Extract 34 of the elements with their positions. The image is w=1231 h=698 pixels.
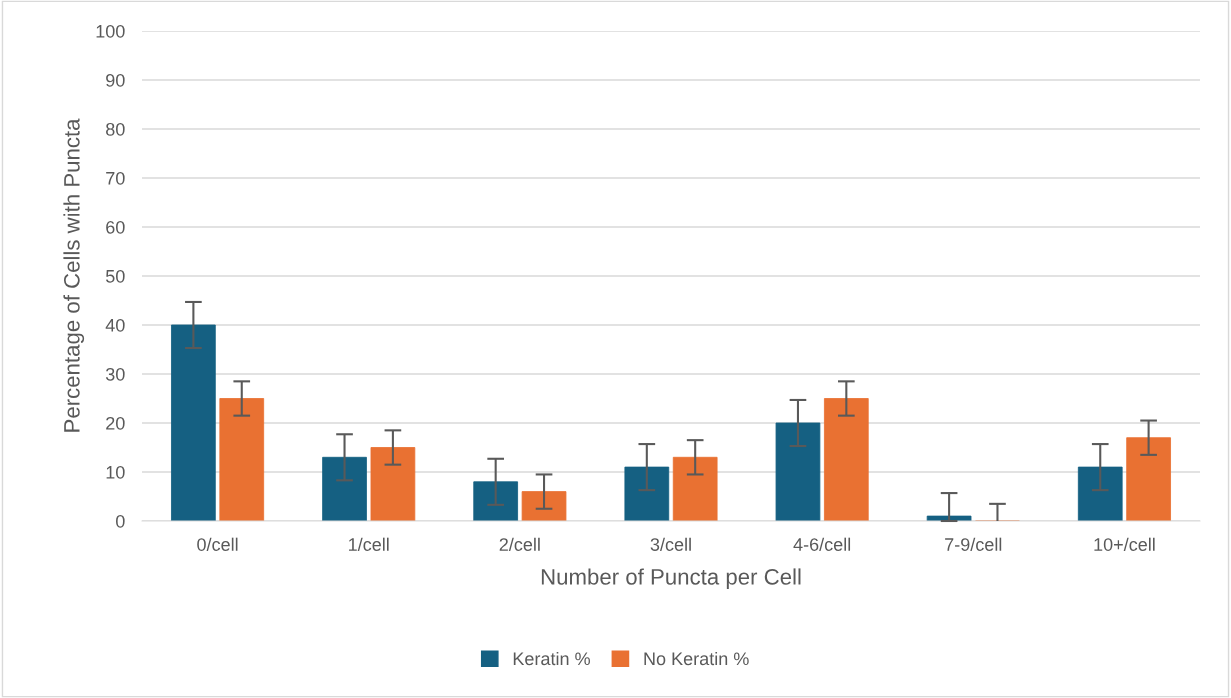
bar [624,466,670,521]
bar [1126,437,1171,521]
x-tick-label: 3/cell [650,537,691,551]
x-tick-label: 10+/cell [1094,537,1155,551]
y-tick-label: 10 [106,465,125,479]
y-tick-label: 50 [105,269,125,283]
y-axis-title: Percentage of Cells with Puncta [63,118,85,432]
bar [521,491,567,521]
x-tick-label: 2/cell [499,537,540,551]
bar [171,324,216,521]
x-tick-label: 7-9/cell [945,537,1002,551]
legend-label: Keratin % [513,651,590,666]
bar [823,398,869,521]
bar [473,481,519,521]
y-tick-label: 0 [116,514,125,528]
y-tick-label: 90 [106,73,125,87]
x-tick-label: 0/cell [197,537,238,551]
y-tick-label: 20 [106,416,125,430]
y-tick-label: 70 [106,171,125,185]
y-tick-label: 100 [96,24,125,38]
bar [370,447,416,521]
bar [1077,466,1123,521]
y-tick-label: 30 [105,367,125,381]
bar [219,398,265,521]
legend-label: No Keratin % [644,651,749,666]
x-axis-title: Number of Puncta per Cell [541,568,801,590]
bar [775,422,821,521]
y-tick-label: 80 [106,122,125,136]
y-tick-label: 60 [106,220,125,234]
y-tick-label: 40 [105,318,125,332]
bar [322,456,367,521]
x-tick-label: 4-6/cell [793,537,851,551]
bar [672,456,718,521]
x-tick-label: 1/cell [349,537,389,551]
